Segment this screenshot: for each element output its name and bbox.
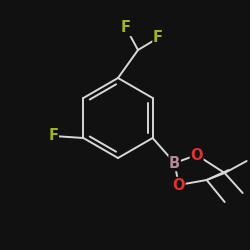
Text: F: F bbox=[153, 30, 163, 46]
Text: O: O bbox=[172, 178, 185, 192]
Text: F: F bbox=[121, 20, 131, 36]
Text: F: F bbox=[48, 128, 58, 144]
Text: O: O bbox=[190, 148, 203, 162]
Text: B: B bbox=[169, 156, 180, 170]
